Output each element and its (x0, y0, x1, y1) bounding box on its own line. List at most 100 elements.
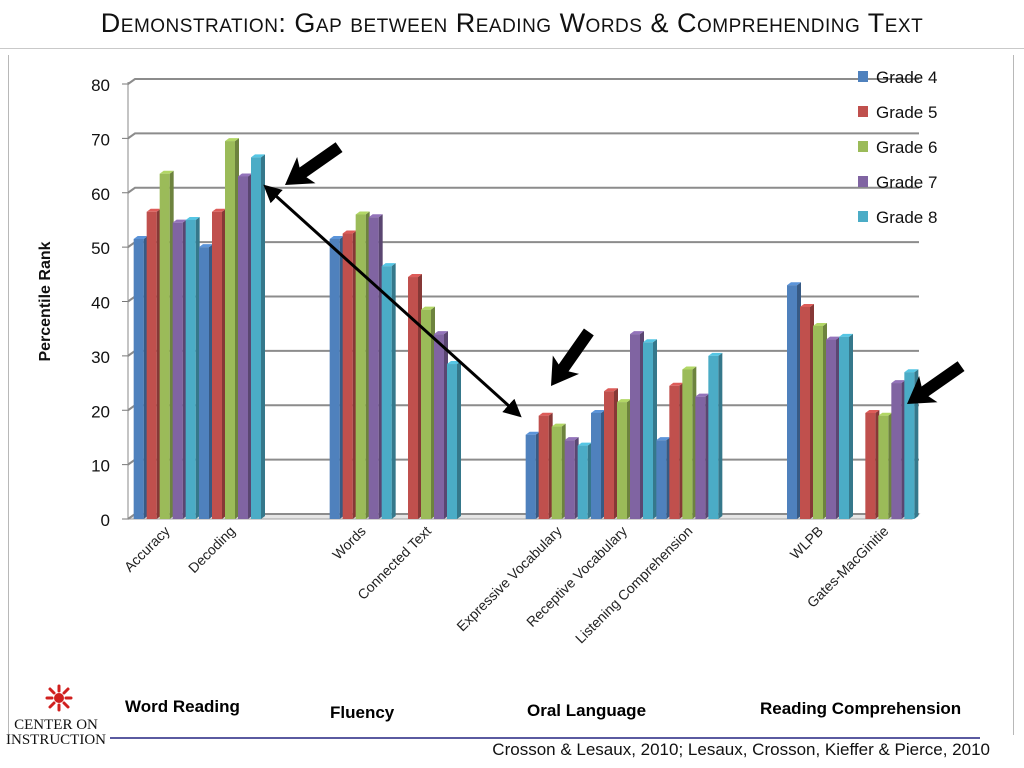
bar-top (656, 437, 671, 441)
legend-label: Grade 8 (876, 208, 937, 227)
bar (564, 440, 575, 519)
bar (199, 247, 209, 519)
bar (682, 369, 693, 519)
y-tick-label: 60 (91, 185, 110, 204)
logo-line-1: CENTER ON (14, 717, 98, 733)
slide-title: Demonstration: Gap between Reading Words… (100, 8, 924, 38)
bar (891, 383, 902, 519)
bar-top (185, 216, 200, 220)
left-frame-line (8, 55, 9, 735)
title-rule (0, 48, 1024, 49)
bar-side (849, 333, 853, 519)
y-tick-label: 0 (101, 511, 110, 530)
bar-side (457, 361, 461, 519)
bar (212, 211, 222, 519)
bar-top (878, 412, 893, 416)
bar (708, 355, 719, 519)
bar-top (564, 437, 579, 441)
gridline (127, 132, 919, 140)
bar-top (695, 393, 710, 397)
bar (342, 233, 353, 519)
bar (591, 412, 601, 519)
y-tick-label: 30 (91, 348, 110, 367)
bar-top (225, 138, 239, 142)
bar (656, 440, 667, 519)
bar (617, 402, 627, 519)
citation: Crosson & Lesaux, 2010; Lesaux, Crosson,… (492, 740, 990, 759)
bar-side (261, 154, 265, 519)
bar (630, 334, 640, 519)
bar-top (826, 336, 840, 340)
gridline (127, 78, 919, 85)
pointer-arrow-icon (285, 142, 343, 185)
bar-top (604, 388, 618, 392)
legend-label: Grade 6 (876, 138, 937, 157)
x-tick-label: Decoding (185, 523, 238, 576)
logo-line-2: INSTRUCTION (6, 732, 106, 748)
bar (225, 141, 235, 519)
x-tick-label: Expressive Vocabulary (453, 523, 564, 634)
bar-top (172, 219, 187, 223)
y-tick-label: 80 (91, 76, 110, 95)
legend-swatch (858, 176, 868, 187)
bar (865, 412, 876, 519)
bar-top (133, 235, 148, 239)
bar (551, 426, 562, 519)
y-axis-label: Percentile Rank (37, 241, 54, 361)
bar (577, 445, 588, 519)
bar-side (914, 369, 919, 519)
group-label-reading-comprehension: Reading Comprehension (760, 699, 962, 718)
pointer-arrow-icon (551, 328, 594, 386)
bar (185, 219, 196, 519)
bar (355, 214, 366, 519)
bar (172, 222, 183, 519)
gridline (127, 186, 919, 194)
gap-arrow (263, 184, 522, 418)
bar (604, 391, 614, 519)
bar-top (538, 412, 553, 416)
bar-top (891, 380, 906, 384)
y-tick-label: 40 (91, 294, 110, 313)
bar-top (813, 322, 827, 326)
bar (695, 396, 706, 519)
y-tick-label: 10 (91, 457, 110, 476)
bar (643, 342, 653, 519)
bar-top (708, 352, 723, 356)
bar (408, 277, 418, 519)
bar-top (787, 282, 801, 286)
bar-top (251, 154, 265, 158)
bar (133, 238, 144, 519)
bar-top (839, 333, 853, 337)
bar (146, 211, 157, 519)
bar-side (718, 352, 723, 519)
bar (839, 336, 849, 519)
bar (813, 325, 823, 519)
footer-rule (110, 737, 980, 739)
bar (368, 217, 379, 519)
bar-side (195, 216, 200, 519)
bar-top (591, 409, 605, 413)
legend-swatch (858, 141, 868, 152)
bar (878, 415, 889, 519)
bar (800, 306, 810, 519)
group-label-fluency: Fluency (330, 703, 395, 722)
group-label-oral-language: Oral Language (527, 701, 647, 720)
legend-label: Grade 4 (876, 68, 937, 87)
bar (538, 415, 549, 519)
bar-top (643, 339, 657, 343)
bar-top (159, 170, 174, 174)
legend-swatch (858, 71, 868, 82)
bar-top (238, 173, 252, 177)
y-tick-label: 20 (91, 402, 110, 421)
bar-top (617, 399, 631, 403)
bar-top (904, 369, 919, 373)
x-tick-label: Listening Comprehension (572, 523, 696, 647)
bar-side (653, 339, 657, 519)
bar-top (577, 442, 592, 446)
bar (251, 157, 261, 519)
bar (381, 266, 392, 519)
legend-label: Grade 7 (876, 173, 937, 192)
center-on-instruction-logo-icon (45, 684, 73, 712)
bar-top (669, 382, 684, 386)
